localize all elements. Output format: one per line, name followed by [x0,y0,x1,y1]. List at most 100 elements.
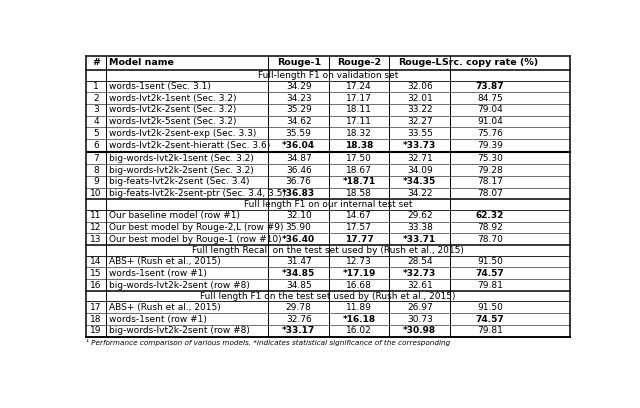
Text: 28.54: 28.54 [407,257,433,266]
Text: 17.17: 17.17 [346,93,372,102]
Text: 35.59: 35.59 [286,129,312,138]
Text: 35.29: 35.29 [286,105,312,114]
Text: 3: 3 [93,105,99,114]
Text: Model name: Model name [109,58,173,67]
Text: 84.75: 84.75 [477,93,503,102]
Text: 15: 15 [90,269,102,278]
Text: 75.76: 75.76 [477,129,503,138]
Text: 32.10: 32.10 [286,211,312,220]
Text: 78.17: 78.17 [477,177,503,186]
Text: #: # [92,58,100,67]
Text: 29.62: 29.62 [407,211,433,220]
Text: 32.76: 32.76 [286,315,312,324]
Text: *33.17: *33.17 [282,326,316,335]
Text: words-lvt2k-2sent (Sec. 3.2): words-lvt2k-2sent (Sec. 3.2) [109,105,236,114]
Text: 34.22: 34.22 [407,189,433,198]
Text: 33.38: 33.38 [407,223,433,232]
Text: 78.92: 78.92 [477,223,503,232]
Text: 34.29: 34.29 [286,82,312,91]
Text: 91.04: 91.04 [477,117,503,126]
Text: *34.85: *34.85 [282,269,316,278]
Text: 78.07: 78.07 [477,189,503,198]
Text: *34.35: *34.35 [403,177,436,186]
Text: 34.85: 34.85 [286,281,312,290]
Text: *16.18: *16.18 [342,315,376,324]
Text: 33.22: 33.22 [407,105,433,114]
Text: 19: 19 [90,326,102,335]
Text: Full-length F1 on validation set: Full-length F1 on validation set [258,71,398,80]
Text: 17.11: 17.11 [346,117,372,126]
Text: 17.24: 17.24 [346,82,372,91]
Text: 12: 12 [90,223,102,232]
Text: 79.39: 79.39 [477,140,503,150]
Text: 32.06: 32.06 [407,82,433,91]
Text: 18.11: 18.11 [346,105,372,114]
Text: 79.28: 79.28 [477,166,503,175]
Text: *33.73: *33.73 [403,140,436,150]
Text: 18.58: 18.58 [346,189,372,198]
Text: big-words-lvt2k-2sent (Sec. 3.2): big-words-lvt2k-2sent (Sec. 3.2) [109,166,253,175]
Text: big-words-lvt2k-2sent (row #8): big-words-lvt2k-2sent (row #8) [109,326,250,335]
Text: Full length F1 on the test set used by (Rush et al., 2015): Full length F1 on the test set used by (… [200,292,456,301]
Text: ¹ Performance comparison of various models. *indicates statistical significance : ¹ Performance comparison of various mode… [86,339,450,346]
Text: *36.40: *36.40 [282,235,316,244]
Text: 4: 4 [93,117,99,126]
Text: 1: 1 [93,82,99,91]
Text: 16.68: 16.68 [346,281,372,290]
Text: 14: 14 [90,257,102,266]
Text: 18.32: 18.32 [346,129,372,138]
Text: 8: 8 [93,166,99,175]
Text: 91.50: 91.50 [477,257,503,266]
Text: 33.55: 33.55 [407,129,433,138]
Text: ABS+ (Rush et al., 2015): ABS+ (Rush et al., 2015) [109,257,221,266]
Text: ABS+ (Rush et al., 2015): ABS+ (Rush et al., 2015) [109,303,221,312]
Text: 30.73: 30.73 [407,315,433,324]
Text: 10: 10 [90,189,102,198]
Text: 12.73: 12.73 [346,257,372,266]
Text: Full length Recall on the test set used by (Rush et al., 2015): Full length Recall on the test set used … [192,246,464,255]
Text: Src. copy rate (%): Src. copy rate (%) [442,58,538,67]
Text: Rouge-L: Rouge-L [398,58,442,67]
Text: 73.87: 73.87 [476,82,504,91]
Text: Our best model by Rouge-2,L (row #9): Our best model by Rouge-2,L (row #9) [109,223,284,232]
Text: 74.57: 74.57 [476,269,504,278]
Text: 34.62: 34.62 [286,117,312,126]
Text: 11.89: 11.89 [346,303,372,312]
Text: Full length F1 on our internal test set: Full length F1 on our internal test set [244,200,412,209]
Text: 17.50: 17.50 [346,154,372,163]
Text: words-1sent (row #1): words-1sent (row #1) [109,315,207,324]
Text: 32.61: 32.61 [407,281,433,290]
Text: 16: 16 [90,281,102,290]
Text: 17.57: 17.57 [346,223,372,232]
Text: 79.04: 79.04 [477,105,503,114]
Text: Our baseline model (row #1): Our baseline model (row #1) [109,211,240,220]
Text: *36.83: *36.83 [282,189,316,198]
Text: 18.67: 18.67 [346,166,372,175]
Text: 34.09: 34.09 [407,166,433,175]
Text: words-lvt2k-2sent-exp (Sec. 3.3): words-lvt2k-2sent-exp (Sec. 3.3) [109,129,256,138]
Text: 36.46: 36.46 [286,166,312,175]
Text: *30.98: *30.98 [403,326,436,335]
Text: *17.19: *17.19 [342,269,376,278]
Text: big-feats-lvt2k-2sent-ptr (Sec. 3.4, 3.5): big-feats-lvt2k-2sent-ptr (Sec. 3.4, 3.5… [109,189,285,198]
Text: 36.76: 36.76 [286,177,312,186]
Text: 91.50: 91.50 [477,303,503,312]
Text: 6: 6 [93,140,99,150]
Text: 17.77: 17.77 [345,235,374,244]
Text: big-words-lvt2k-2sent (row #8): big-words-lvt2k-2sent (row #8) [109,281,250,290]
Text: 2: 2 [93,93,99,102]
Text: 79.81: 79.81 [477,326,503,335]
Text: Rouge-2: Rouge-2 [337,58,381,67]
Text: words-1sent (row #1): words-1sent (row #1) [109,269,207,278]
Text: 9: 9 [93,177,99,186]
Text: 62.32: 62.32 [476,211,504,220]
Text: 17: 17 [90,303,102,312]
Text: 11: 11 [90,211,102,220]
Text: words-lvt2k-1sent (Sec. 3.2): words-lvt2k-1sent (Sec. 3.2) [109,93,236,102]
Text: big-words-lvt2k-1sent (Sec. 3.2): big-words-lvt2k-1sent (Sec. 3.2) [109,154,253,163]
Text: 32.71: 32.71 [407,154,433,163]
Text: 13: 13 [90,235,102,244]
Text: 18.38: 18.38 [345,140,373,150]
Text: 35.90: 35.90 [286,223,312,232]
Text: Rouge-1: Rouge-1 [276,58,321,67]
